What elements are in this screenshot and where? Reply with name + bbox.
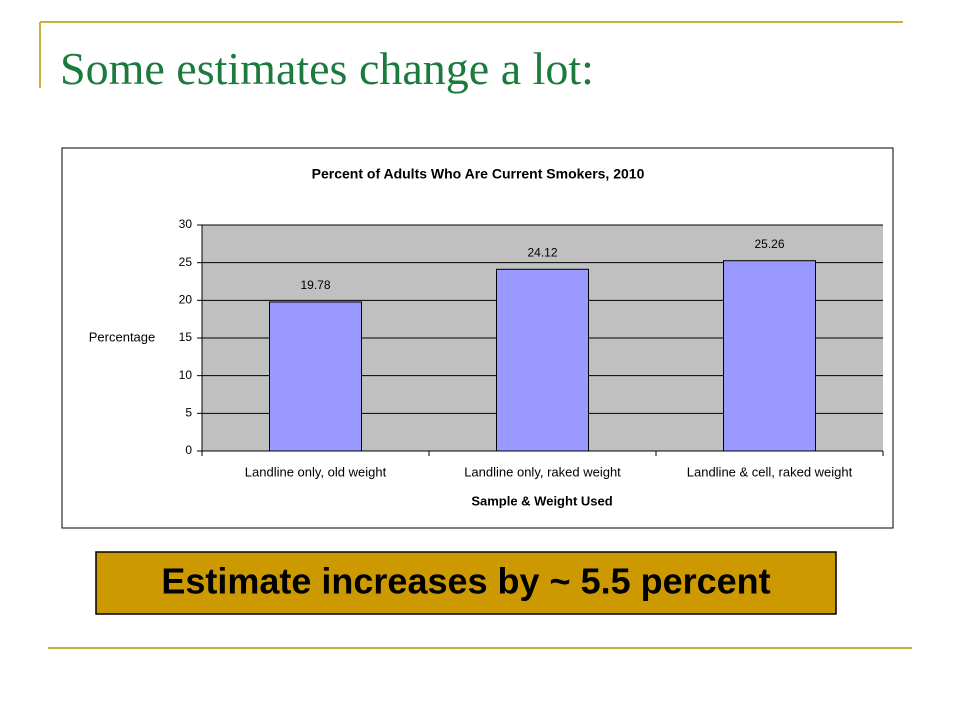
y-tick-label: 20 — [179, 293, 193, 307]
data-label: 19.78 — [300, 278, 330, 292]
x-tick-label: Landline only, old weight — [245, 464, 387, 479]
data-label: 25.26 — [754, 237, 784, 251]
y-tick-label: 0 — [185, 443, 192, 457]
x-tick-label: Landline only, raked weight — [464, 464, 621, 479]
y-tick-label: 15 — [179, 330, 193, 344]
callout-text: Estimate increases by ~ 5.5 percent — [161, 561, 770, 602]
callout-box — [95, 551, 837, 615]
bar — [496, 268, 589, 452]
bar — [269, 301, 362, 452]
y-tick-label: 25 — [179, 255, 193, 269]
y-axis-label: Percentage — [89, 329, 156, 344]
x-tick-label: Landline & cell, raked weight — [687, 464, 853, 479]
x-axis-label: Sample & Weight Used — [471, 493, 612, 508]
plot: 0 5 10 15 20 25 30 Landline only, old weight 19.… — [179, 217, 884, 479]
slide-title: Some estimates change a lot: — [60, 43, 594, 94]
data-label: 24.12 — [527, 245, 557, 259]
y-tick-label: 5 — [185, 406, 192, 420]
bar — [723, 260, 816, 452]
y-tick-label: 10 — [179, 368, 193, 382]
chart-title: Percent of Adults Who Are Current Smoker… — [312, 166, 645, 182]
y-tick-label: 30 — [179, 217, 193, 231]
